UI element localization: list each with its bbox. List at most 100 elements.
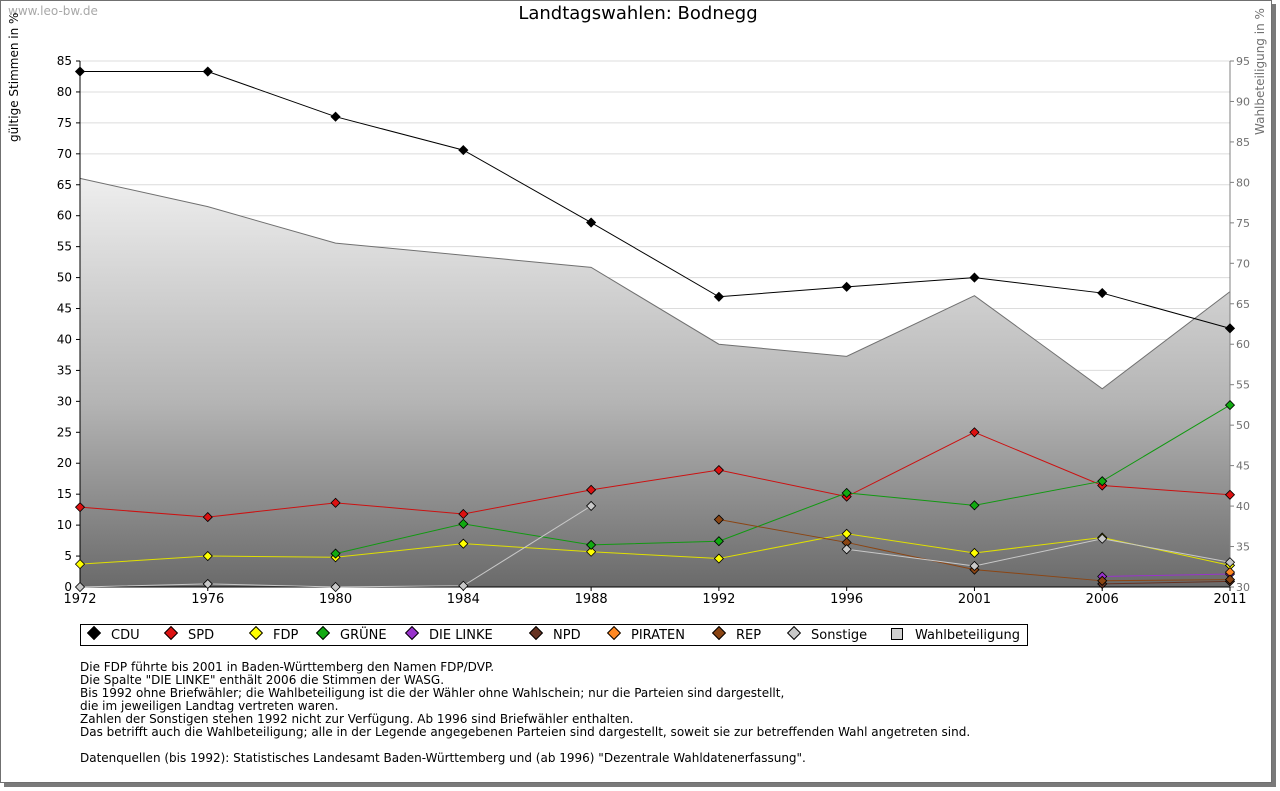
y2-tick-label: 30 [1236,581,1250,594]
point-spd [330,497,341,508]
turnout-area-fill [80,178,1230,588]
point-fdp [458,538,469,549]
y-tick-label: 65 [57,178,72,192]
point-grüne [713,536,724,547]
chart-title: Landtagswahlen: Bodnegg [518,3,758,24]
note-line: Bis 1992 ohne Briefwähler; die Wahlbetei… [80,686,785,700]
y-tick-label: 10 [57,518,72,532]
legend-marker-icon [163,625,179,641]
point-fdp [586,546,597,557]
x-tick-label: 1980 [319,592,352,607]
x-tick-label: 1988 [575,592,608,607]
y-tick-label: 55 [57,240,72,254]
point-cdu [1097,287,1108,299]
point-sonstige [1224,557,1236,568]
note-line: Die Spalte "DIE LINKE" enthält 2006 die … [80,673,445,687]
series-points [74,66,1236,593]
point-cdu [330,111,341,122]
legend-marker-icon [528,625,544,641]
legend-marker-icon [86,625,102,641]
point-cdu [713,291,724,302]
y2-tick-label: 45 [1236,460,1250,473]
y-tick-label: 75 [57,116,72,130]
x-tick-label: 1996 [830,592,863,607]
x-tick-label: 2006 [1086,592,1119,607]
legend-label: Sonstige [811,628,868,643]
y2-tick-label: 70 [1236,257,1250,270]
point-cdu [969,272,980,283]
point-sonstige [74,581,86,593]
point-spd [74,502,86,513]
point-grüne [1097,476,1108,487]
point-rep [1224,574,1236,585]
legend-marker-icon [786,625,802,641]
legend: CDU SPD FDP GRÜNE DIE LINKE NPD PIRATEN REP Sons… [80,624,1028,646]
series-line-spd [79,431,1231,518]
x-tick-label: 2011 [1213,592,1246,607]
y-tick-label: 45 [57,302,72,316]
legend-item: DIE LINKE [404,625,493,643]
legend-item: REP [711,625,762,643]
note-line: Zahlen der Sonstigen stehen 1992 nicht z… [80,712,634,726]
legend-label: PIRATEN [631,628,685,643]
legend-marker-icon [606,625,622,641]
y-tick-label: 0 [64,580,72,594]
point-fdp [713,553,724,564]
y-tick-label: 85 [57,54,72,68]
legend-item: Sonstige [786,625,868,643]
point-fdp [969,547,980,559]
point-rep [713,514,724,525]
legend-label: DIE LINKE [429,628,493,643]
y2-tick-label: 50 [1236,419,1250,432]
point-grüne [458,518,469,529]
legend-item: GRÜNE [315,625,387,643]
series-line-cdu [80,71,1231,329]
y2-tick-label: 85 [1236,136,1250,149]
y-tick-label: 25 [57,425,72,439]
series-line-npd [1102,580,1231,585]
point-rep [1097,575,1108,586]
legend-label: NPD [553,628,581,643]
y2-tick-label: 35 [1236,541,1250,554]
axes: 0 5 10 15 20 25 30 35 40 45 50 55 60 65 70 75 80 85 30 35 40… [57,54,1250,607]
legend-item: FDP [248,625,299,643]
legend-label: REP [736,628,762,643]
point-fdp [74,559,86,570]
y2-tick-label: 80 [1236,176,1250,189]
legend-label: GRÜNE [340,628,387,643]
point-fdp [202,550,213,562]
y-tick-label: 35 [57,363,72,377]
turnout-area [79,177,1231,588]
point-spd [202,512,213,523]
point-sonstige [586,500,597,511]
point-grüne [1224,400,1236,411]
x-tick-label: 2001 [958,592,991,607]
legend-marker-icon [315,625,331,641]
x-tick-label: 1976 [191,592,224,607]
legend-marker-icon [248,625,264,641]
watermark: www.leo-bw.de [8,4,98,18]
point-sonstige [458,580,469,591]
legend-item: SPD [163,625,214,643]
y-tick-label: 80 [57,85,72,99]
y-tick-label: 50 [57,271,72,285]
legend-label: Wahlbeteiligung [915,628,1021,643]
legend-item: PIRATEN [606,625,685,643]
point-cdu [74,66,86,77]
point-cdu [841,281,852,292]
point-spd [969,427,980,438]
y-tick-label: 20 [57,456,72,470]
x-tick-label: 1992 [702,592,735,607]
point-sonstige [1097,533,1108,544]
point-sonstige [202,578,213,589]
point-sonstige [841,544,852,555]
x-tick-label: 1972 [63,592,96,607]
y-tick-label: 70 [57,147,72,161]
series-line-grüne [335,404,1231,555]
y-tick-label: 30 [57,394,72,408]
y-tick-label: 40 [57,332,72,346]
legend-marker-icon [891,628,903,640]
legend-label: CDU [111,628,140,643]
legend-label: FDP [273,628,299,643]
